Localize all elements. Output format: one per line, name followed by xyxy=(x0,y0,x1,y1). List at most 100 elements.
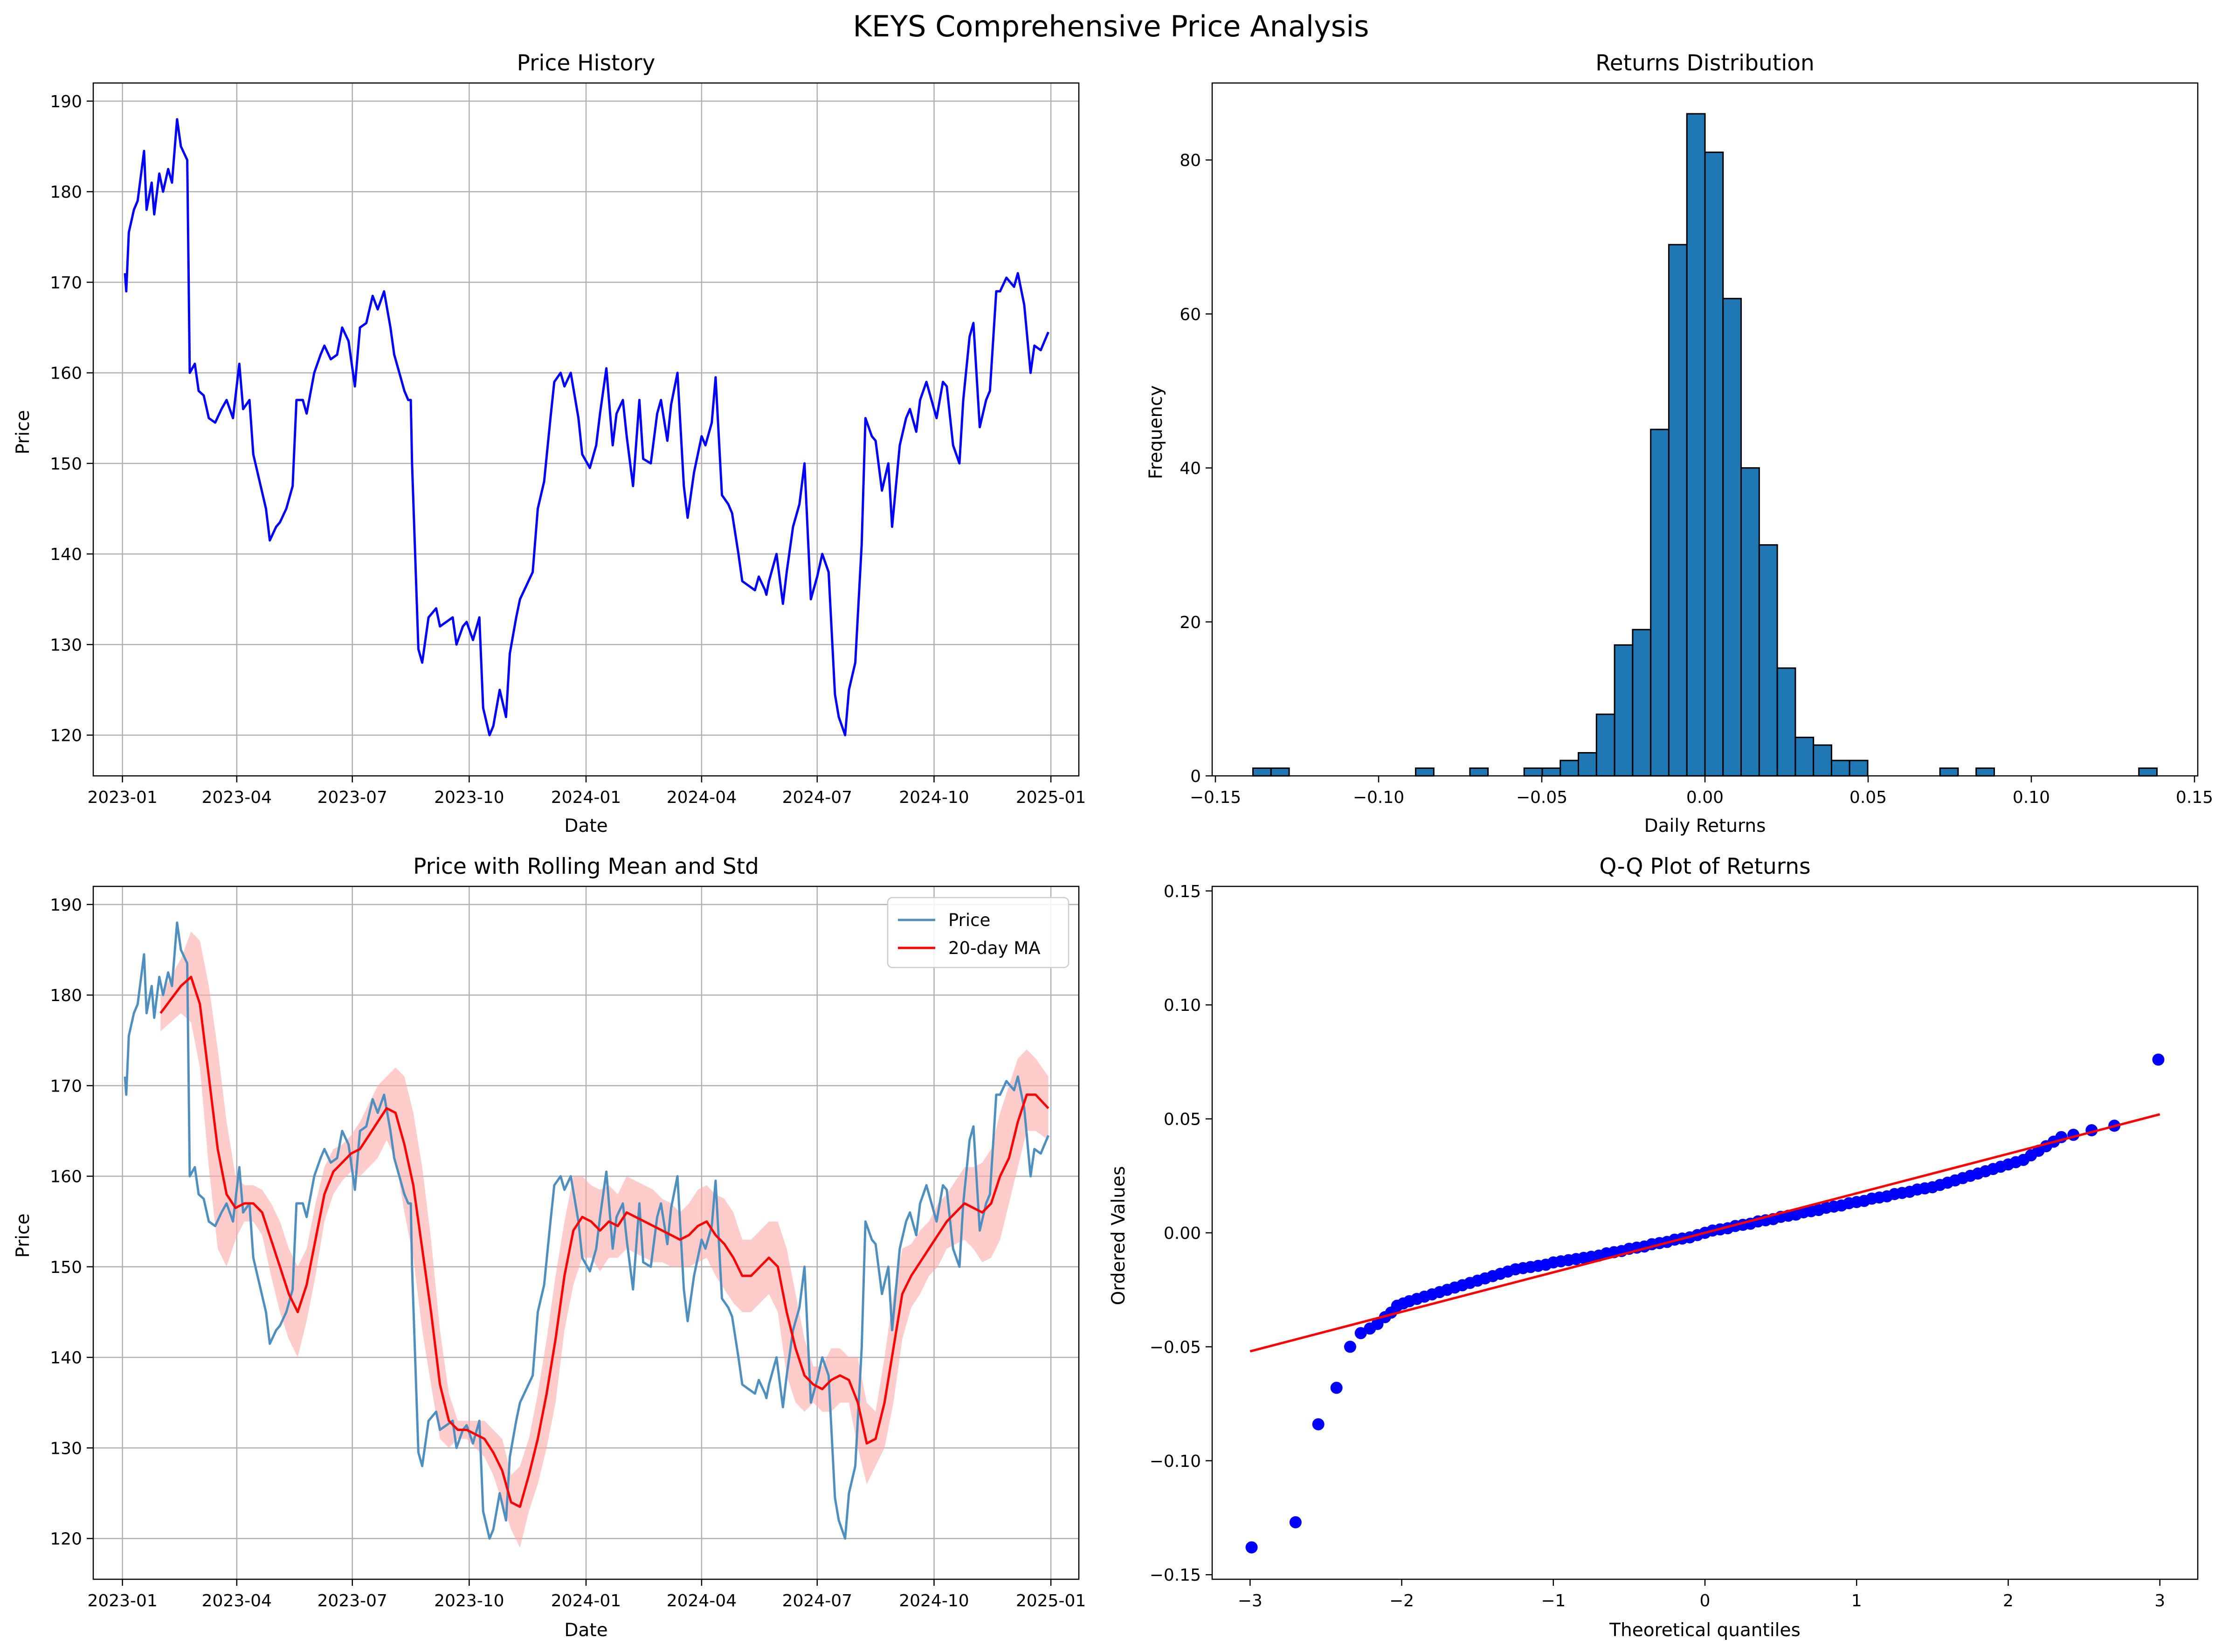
rolling-stats-xtick-label: 2024-10 xyxy=(899,1591,969,1611)
price-history-xtick-label: 2023-07 xyxy=(317,788,387,807)
price-series-line-light xyxy=(124,921,1049,1540)
price-history-ytick-label: 150 xyxy=(50,455,82,474)
qq-plot-ytick-label: −0.15 xyxy=(1150,1566,1201,1585)
histogram-bar xyxy=(1830,760,1850,777)
rolling-stats-panel: Price with Rolling Mean and Std Date Pri… xyxy=(13,854,1086,1641)
price-history-frame xyxy=(92,82,1080,777)
returns-distribution-panel: Returns Distribution Daily Returns Frequ… xyxy=(1146,50,2213,836)
returns-distribution-title: Returns Distribution xyxy=(1595,50,1815,76)
price-history-ytick-label: 130 xyxy=(50,636,82,655)
returns-distribution-ylabel: Frequency xyxy=(1146,385,1166,479)
histogram-bar xyxy=(1794,736,1815,777)
histogram-bar xyxy=(1614,644,1634,777)
returns-distribution-ytick-label: 20 xyxy=(1180,613,1201,632)
qq-plot-ytick-label: 0.15 xyxy=(1164,882,1201,901)
moving-average-line xyxy=(159,975,1049,1508)
qq-plot-xtick-label: 3 xyxy=(2154,1591,2165,1611)
returns-distribution-xtick-label: −0.15 xyxy=(1190,788,1241,807)
histogram-bar xyxy=(1668,244,1688,777)
legend-ma-label: 20-day MA xyxy=(948,938,1040,958)
histogram-bar xyxy=(1578,752,1597,777)
legend-box xyxy=(887,897,1070,968)
qq-plot-xtick-label: −3 xyxy=(1238,1591,1263,1611)
qq-plot-xtick-label: −2 xyxy=(1389,1591,1414,1611)
qq-plot-ytick-label: 0.10 xyxy=(1164,996,1201,1015)
qq-reference-line xyxy=(1249,1113,2160,1353)
rolling-stats-xtick-label: 2024-07 xyxy=(782,1591,852,1611)
qq-point xyxy=(1245,1541,1258,1554)
histogram-bar xyxy=(1523,767,1543,777)
histogram-bar xyxy=(1270,767,1290,777)
histogram-bar xyxy=(1704,152,1724,777)
qq-plot-panel: Q-Q Plot of Returns Theoretical quantile… xyxy=(1108,854,2199,1641)
qq-plot-xtick-label: 1 xyxy=(1851,1591,1862,1611)
price-history-xtick-label: 2023-10 xyxy=(434,788,504,807)
returns-distribution-xtick-label: 0.05 xyxy=(1849,788,1887,807)
returns-distribution-ytick-label: 40 xyxy=(1180,459,1201,478)
price-history-xlabel: Date xyxy=(564,816,607,836)
rolling-stats-xtick-label: 2023-01 xyxy=(87,1591,157,1611)
histogram-bar xyxy=(1595,713,1615,777)
price-history-xtick-label: 2024-10 xyxy=(899,788,969,807)
price-history-xtick-label: 2025-01 xyxy=(1016,788,1086,807)
qq-plot-xlabel: Theoretical quantiles xyxy=(1609,1620,1801,1641)
histogram-bar xyxy=(1722,297,1742,777)
qq-plot-xtick-label: 2 xyxy=(2003,1591,2014,1611)
rolling-stats-ytick-label: 180 xyxy=(50,986,82,1005)
rolling-stats-frame xyxy=(92,885,1080,1580)
histogram-bar xyxy=(1469,767,1489,777)
price-history-xtick-label: 2023-04 xyxy=(202,788,272,807)
price-history-ytick-label: 160 xyxy=(50,364,82,383)
qq-point xyxy=(1344,1341,1356,1353)
rolling-stats-ytick-label: 170 xyxy=(50,1077,82,1096)
price-history-ytick-label: 120 xyxy=(50,726,82,746)
legend: Price 20-day MA xyxy=(887,897,1070,968)
qq-plot-title: Q-Q Plot of Returns xyxy=(1599,854,1810,879)
histogram-bar xyxy=(1939,767,1959,777)
histogram-bar xyxy=(1650,429,1670,777)
histogram-bar xyxy=(2138,767,2158,777)
histogram-bar xyxy=(1975,767,1995,777)
returns-distribution-ytick-label: 60 xyxy=(1180,305,1201,324)
rolling-stats-xlabel: Date xyxy=(564,1620,607,1641)
rolling-stats-xtick-label: 2023-07 xyxy=(317,1591,387,1611)
price-history-title: Price History xyxy=(517,50,656,76)
histogram-bar xyxy=(1632,629,1652,777)
price-history-ytick-label: 140 xyxy=(50,545,82,564)
qq-plot-ytick-label: 0.00 xyxy=(1164,1224,1201,1243)
std-band xyxy=(160,932,1049,1548)
price-history-ytick-label: 190 xyxy=(50,92,82,111)
rolling-stats-xtick-label: 2025-01 xyxy=(1016,1591,1086,1611)
histogram-bar xyxy=(1686,113,1706,777)
rolling-stats-ytick-label: 150 xyxy=(50,1258,82,1277)
price-history-xtick-label: 2024-01 xyxy=(551,788,621,807)
histogram-bar xyxy=(1758,544,1778,777)
returns-distribution-xtick-label: 0.00 xyxy=(1686,788,1724,807)
returns-distribution-xlabel: Daily Returns xyxy=(1644,816,1766,836)
qq-point xyxy=(1354,1327,1367,1340)
rolling-stats-ytick-label: 130 xyxy=(50,1439,82,1458)
returns-distribution-xtick-label: −0.05 xyxy=(1516,788,1567,807)
returns-distribution-xtick-label: −0.10 xyxy=(1353,788,1404,807)
histogram-bar xyxy=(1252,767,1272,777)
qq-plot-xtick-label: 0 xyxy=(1700,1591,1711,1611)
qq-point xyxy=(2152,1053,2165,1066)
qq-point xyxy=(1330,1382,1343,1394)
returns-distribution-frame xyxy=(1211,82,2199,777)
rolling-stats-xtick-label: 2023-04 xyxy=(202,1591,272,1611)
rolling-stats-ytick-label: 160 xyxy=(50,1168,82,1187)
qq-plot-ytick-label: −0.05 xyxy=(1150,1338,1201,1357)
qq-point xyxy=(1289,1516,1302,1528)
returns-distribution-xtick-label: 0.15 xyxy=(2176,788,2213,807)
histogram-bar xyxy=(1740,467,1760,777)
qq-point xyxy=(1312,1418,1325,1431)
price-history-ylabel: Price xyxy=(13,410,34,454)
qq-plot-frame xyxy=(1211,885,2199,1580)
histogram-bar xyxy=(1415,767,1435,777)
rolling-stats-ytick-label: 120 xyxy=(50,1530,82,1549)
rolling-stats-xtick-label: 2024-01 xyxy=(551,1591,621,1611)
histogram-bar xyxy=(1560,760,1580,777)
price-history-xtick-label: 2023-01 xyxy=(87,788,157,807)
price-history-ytick-label: 170 xyxy=(50,273,82,292)
